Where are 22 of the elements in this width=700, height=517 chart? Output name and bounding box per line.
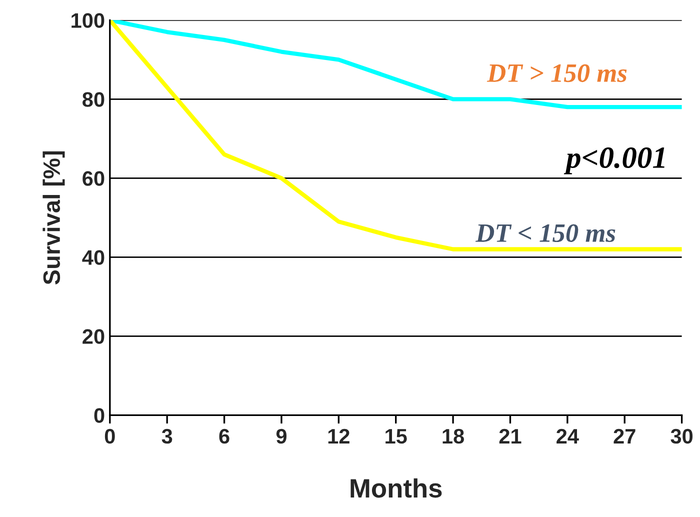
y-tick-label: 100: [72, 13, 104, 28]
x-tick-label: 30: [670, 428, 693, 444]
x-tick-label: 27: [614, 428, 636, 444]
x-tick-label: 9: [276, 428, 286, 444]
annotation: DT > 150 ms: [486, 64, 627, 82]
annotation: DT < 150 ms: [475, 224, 616, 242]
y-axis-title: Survival [%]: [42, 151, 65, 285]
x-tick-label: 18: [442, 428, 464, 444]
annotation: p<0.001: [564, 147, 664, 174]
x-tick-label: 21: [499, 428, 522, 444]
x-tick-label: 3: [162, 428, 172, 444]
x-axis-title: Months: [350, 478, 442, 498]
y-tick-label: 20: [82, 329, 104, 344]
y-tick-label: 0: [94, 408, 104, 423]
x-tick-label: 0: [104, 428, 115, 444]
x-tick-label: 12: [328, 428, 350, 444]
x-tick-label: 6: [219, 428, 230, 444]
y-tick-label: 80: [82, 92, 104, 107]
x-tick-label: 15: [386, 429, 407, 444]
y-tick-label: 40: [82, 250, 104, 265]
x-tick-label: 24: [556, 428, 579, 444]
y-tick-label: 60: [82, 171, 104, 186]
